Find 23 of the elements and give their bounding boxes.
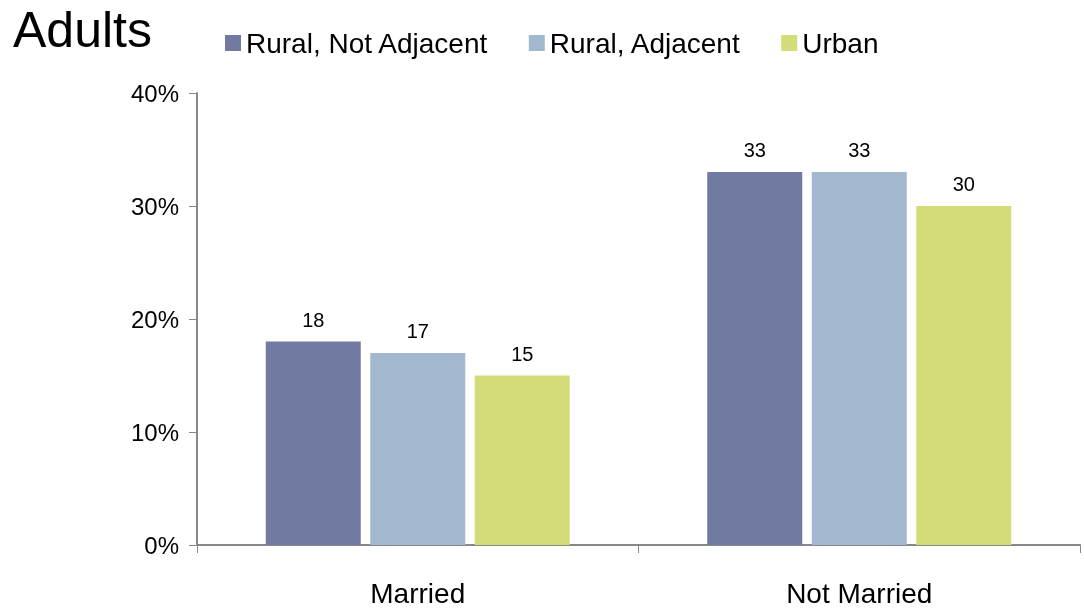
data-label: 15 (511, 342, 534, 365)
bar (370, 352, 466, 545)
legend-label: Rural, Not Adjacent (246, 27, 488, 59)
chart-title: Adults (13, 2, 152, 58)
data-label: 18 (302, 308, 325, 331)
bar (811, 172, 907, 545)
y-tick-label: 10% (130, 418, 179, 446)
y-tick-label: 20% (130, 305, 179, 333)
bar (707, 172, 803, 545)
data-label: 33 (848, 139, 871, 162)
bar (265, 341, 361, 545)
legend-label: Rural, Adjacent (549, 27, 740, 59)
data-label: 33 (743, 139, 766, 162)
x-tick-label: Married (370, 577, 466, 609)
y-tick-label: 30% (130, 192, 179, 220)
y-tick-label: 40% (130, 79, 179, 107)
x-tick-label: Not Married (786, 577, 933, 609)
data-label: 17 (406, 319, 429, 342)
data-label: 30 (952, 173, 975, 195)
y-tick-label: 0% (144, 531, 179, 559)
bar (916, 206, 1012, 545)
bar (474, 375, 570, 545)
legend-label: Urban (802, 27, 879, 59)
